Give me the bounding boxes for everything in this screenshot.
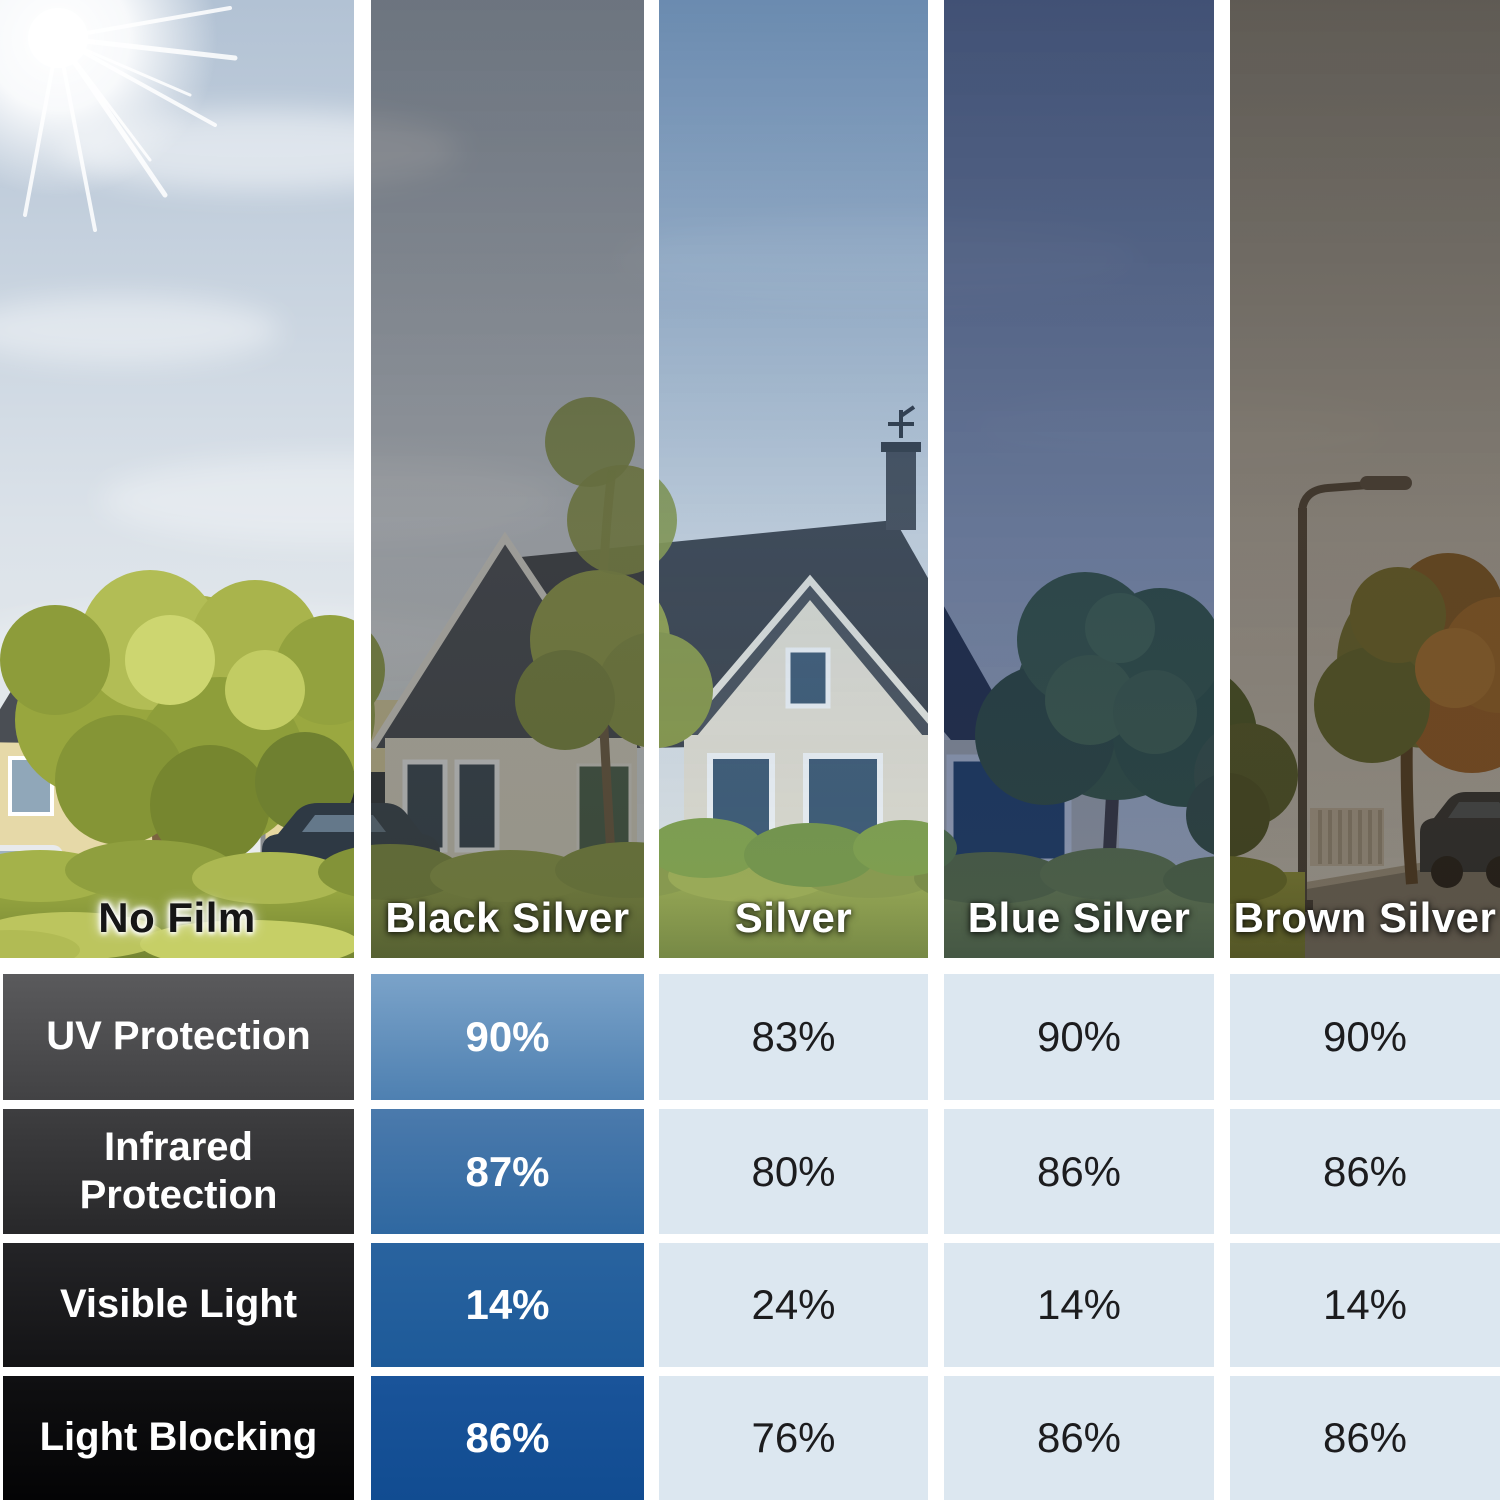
value-brown-silver-blocking: 86%: [1230, 1376, 1500, 1500]
row-header-light-blocking: Light Blocking: [3, 1376, 354, 1500]
film-strip-blue-silver: Blue Silver: [944, 0, 1214, 958]
film-strip-label: No Film: [98, 894, 256, 941]
film-strip-label: Silver: [734, 894, 853, 941]
scene-no-film: [0, 0, 354, 958]
film-strip-label: Brown Silver: [1233, 894, 1497, 941]
film-strip-label: Blue Silver: [967, 894, 1191, 941]
scene-blue-silver: [944, 0, 1214, 958]
value-black-silver-infrared: 87%: [371, 1109, 644, 1234]
value-black-silver-blocking: 86%: [371, 1376, 644, 1500]
film-strip-label: Black Silver: [385, 894, 630, 941]
value-blue-silver-infrared: 86%: [944, 1109, 1214, 1234]
film-strip-no-film: No Film: [0, 0, 354, 958]
scene-silver: [659, 0, 928, 958]
scene-brown-silver: [1230, 0, 1500, 958]
value-blue-silver-blocking: 86%: [944, 1376, 1214, 1500]
value-blue-silver-uv: 90%: [944, 974, 1214, 1100]
row-header-infrared-protection: Infrared Protection: [3, 1109, 354, 1234]
value-brown-silver-infrared: 86%: [1230, 1109, 1500, 1234]
film-strip-brown-silver: Brown Silver: [1230, 0, 1500, 958]
scene-black-silver: [371, 0, 644, 958]
photo-comparison: No Film Black Silver Silver Blue Silver …: [0, 0, 1500, 958]
value-black-silver-visible: 14%: [371, 1243, 644, 1367]
film-strip-silver: Silver: [659, 0, 928, 958]
value-silver-infrared: 80%: [659, 1109, 928, 1234]
value-silver-uv: 83%: [659, 974, 928, 1100]
row-header-visible-light: Visible Light: [3, 1243, 354, 1367]
value-blue-silver-visible: 14%: [944, 1243, 1214, 1367]
value-brown-silver-uv: 90%: [1230, 974, 1500, 1100]
value-black-silver-uv: 90%: [371, 974, 644, 1100]
row-header-uv-protection: UV Protection: [3, 974, 354, 1100]
value-silver-visible: 24%: [659, 1243, 928, 1367]
value-silver-blocking: 76%: [659, 1376, 928, 1500]
value-brown-silver-visible: 14%: [1230, 1243, 1500, 1367]
film-strip-black-silver: Black Silver: [371, 0, 644, 958]
